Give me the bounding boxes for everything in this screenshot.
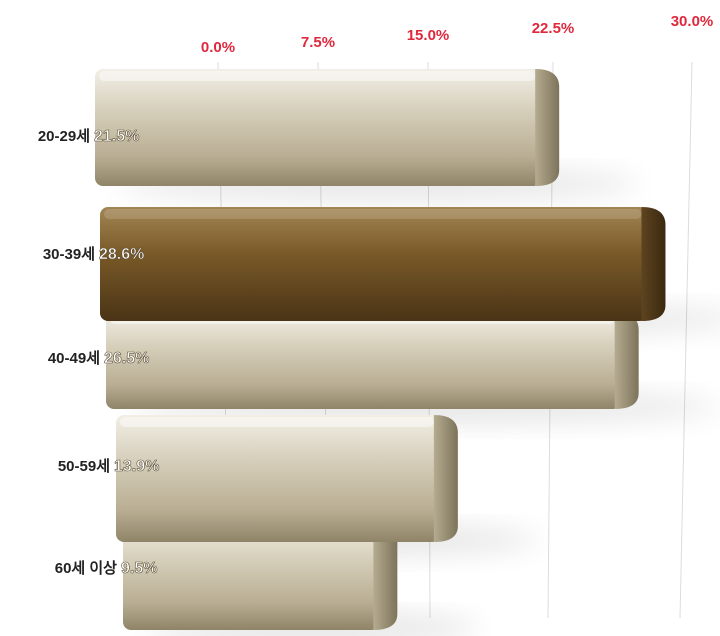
bar-end-cap	[373, 520, 398, 630]
bar-0	[95, 69, 560, 186]
bar-1	[100, 207, 666, 321]
bar	[95, 69, 542, 186]
gridline	[679, 61, 693, 619]
bar-end-cap	[641, 207, 666, 321]
bar-end-cap	[433, 415, 458, 542]
bar-3	[116, 415, 458, 542]
category-label: 40-49세	[48, 350, 100, 367]
x-tick-label: 0.0%	[201, 39, 235, 56]
bar	[116, 415, 440, 542]
bars	[95, 69, 666, 630]
category-label: 20-29세	[38, 128, 90, 145]
category-label: 30-39세	[43, 246, 95, 263]
bar-bevel	[104, 209, 642, 219]
bar-2	[106, 312, 639, 409]
value-label: 21.5%	[94, 128, 139, 145]
x-tick-label: 15.0%	[407, 27, 450, 44]
value-label: 26.5%	[104, 350, 149, 367]
value-label: 28.6%	[99, 246, 144, 263]
x-axis-ticks: 0.0% 7.5% 15.0% 22.5% 30.0%	[201, 13, 713, 56]
value-label: 13.9%	[114, 458, 159, 475]
x-tick-label: 30.0%	[671, 13, 714, 30]
bar	[106, 312, 621, 409]
bar-end-cap	[535, 69, 560, 186]
category-label: 60세 이상	[55, 560, 117, 577]
value-label: 9.5%	[121, 560, 157, 577]
bar-bevel	[99, 71, 536, 81]
labels: 20-29세 21.5% 30-39세 28.6% 40-49세 26.5% 50-59세 1…	[38, 128, 160, 578]
bar-end-cap	[614, 312, 639, 409]
bar	[123, 520, 380, 630]
category-label: 50-59세	[58, 458, 110, 475]
x-tick-label: 7.5%	[301, 34, 335, 51]
x-tick-label: 22.5%	[532, 20, 575, 37]
bar-bevel	[120, 417, 434, 427]
bar-highlight	[100, 207, 648, 321]
